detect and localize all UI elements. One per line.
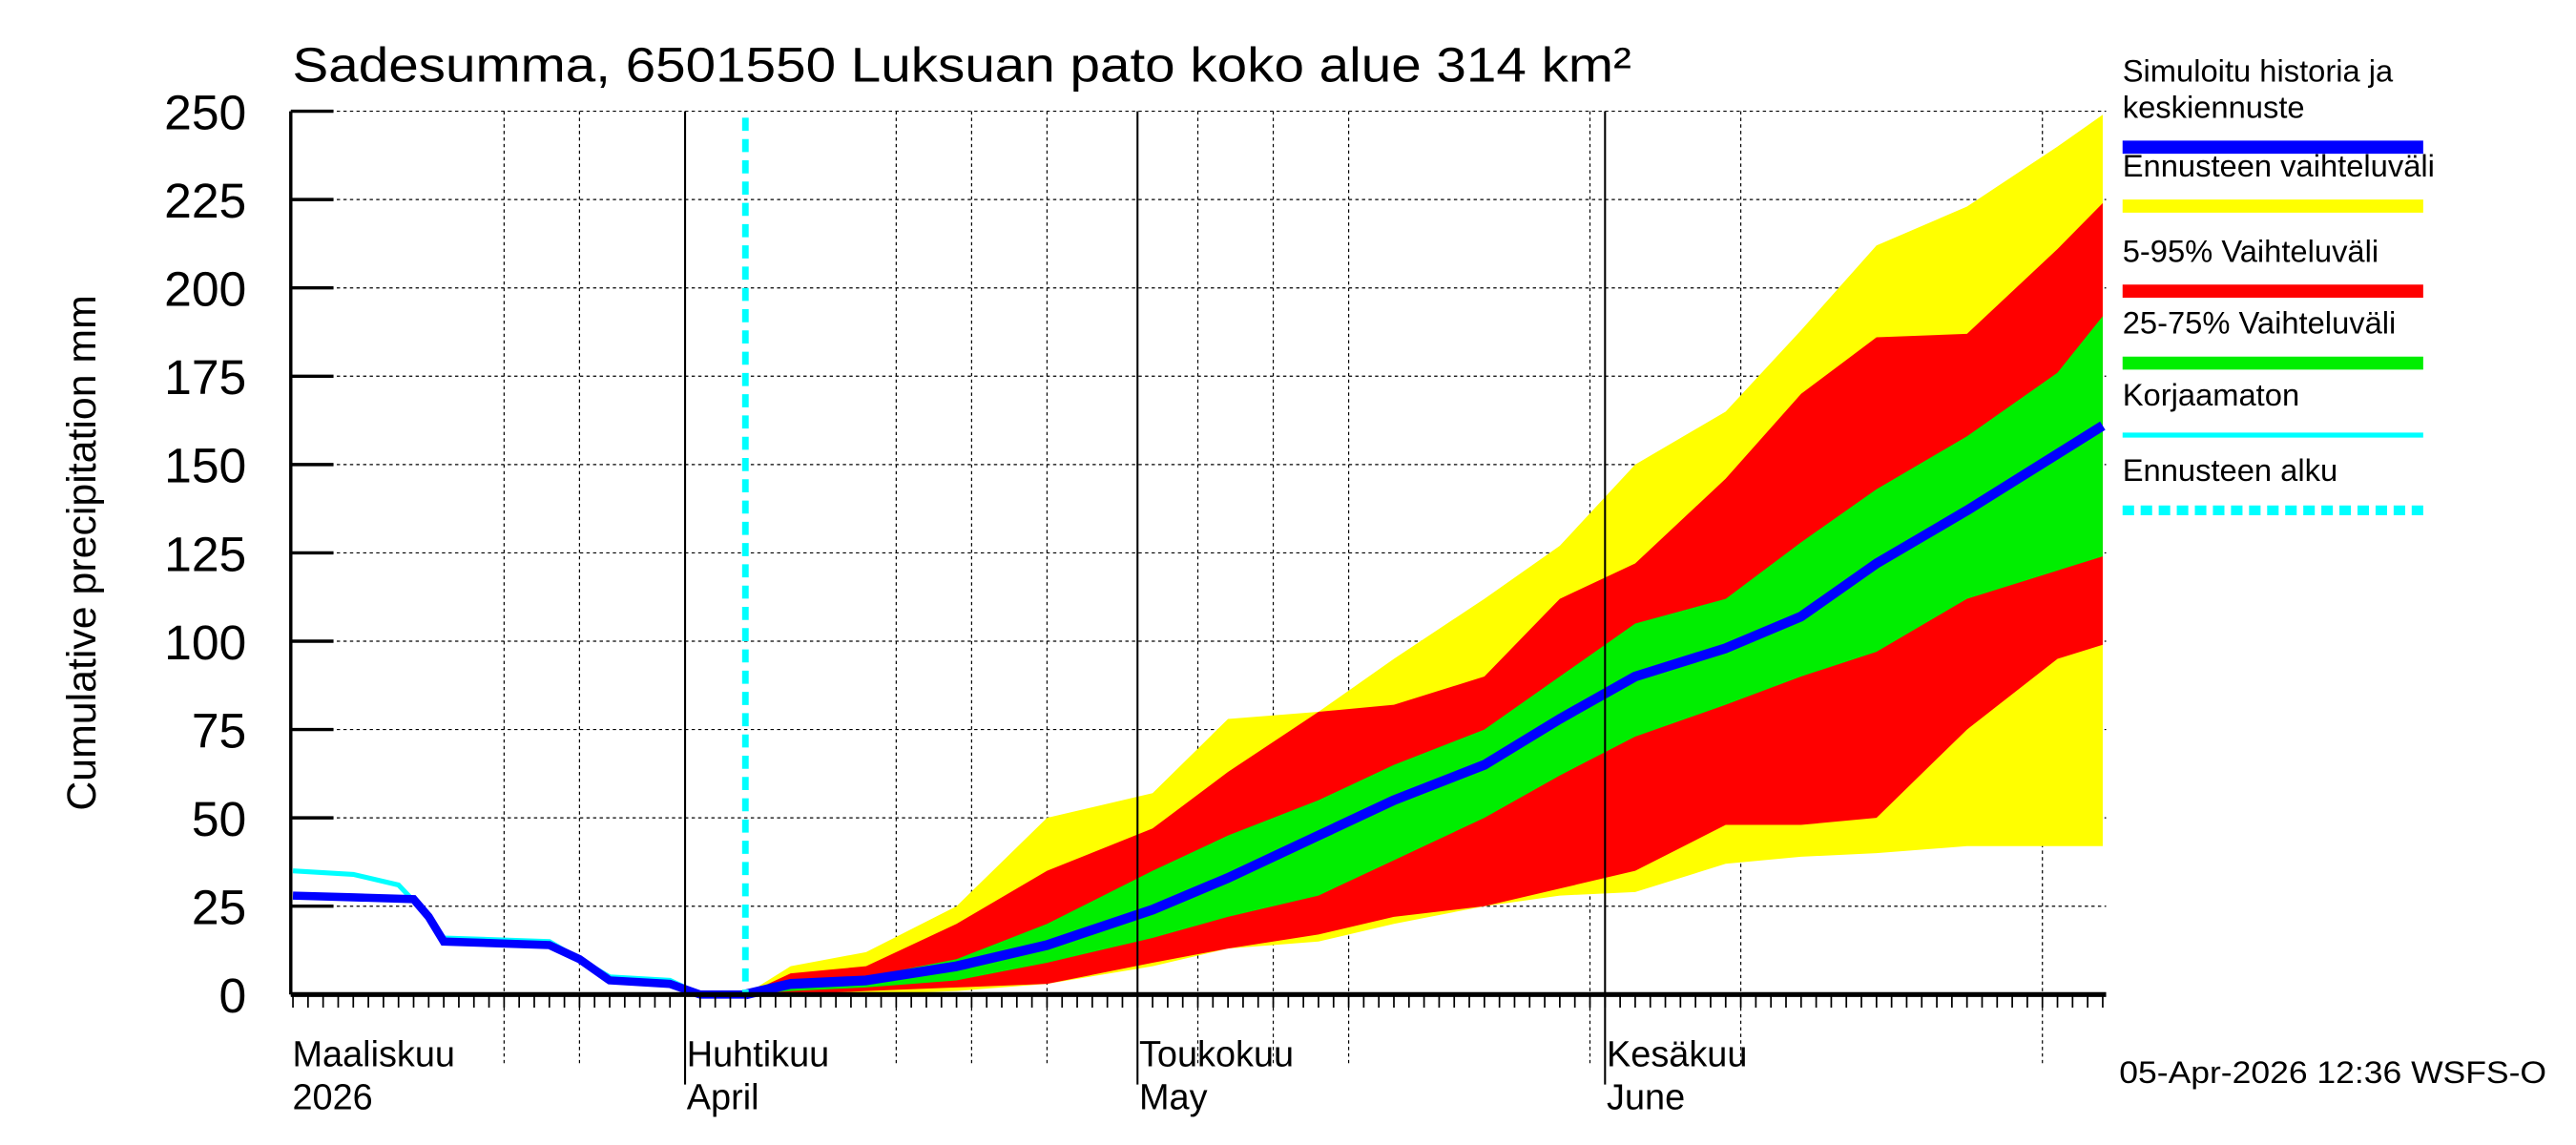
month-label: Maaliskuu bbox=[293, 1035, 455, 1075]
month-label-en: 2026 bbox=[293, 1077, 373, 1117]
uncorrected-line bbox=[292, 868, 746, 997]
legend-label-2: keskiennuste bbox=[2123, 89, 2305, 124]
month-label: Toukokuu bbox=[1139, 1035, 1294, 1075]
month-label-en: April bbox=[687, 1077, 759, 1117]
month-label-en: June bbox=[1607, 1077, 1685, 1117]
legend-label: 5-95% Vaihteluväli bbox=[2123, 233, 2379, 268]
month-label: Huhtikuu bbox=[687, 1035, 829, 1075]
y-tick-label: 175 bbox=[164, 349, 246, 405]
legend-label: Ennusteen alku bbox=[2123, 452, 2337, 488]
band-5-95-vaihteluv-li bbox=[745, 202, 2103, 995]
legend-label: Simuloitu historia ja bbox=[2123, 53, 2394, 89]
series-lines bbox=[292, 117, 2106, 1000]
y-tick-label: 150 bbox=[164, 438, 246, 493]
median-forecast-line bbox=[744, 421, 2106, 1000]
y-tick-label: 50 bbox=[192, 791, 246, 846]
legend-label: Ennusteen vaihteluväli bbox=[2123, 148, 2435, 183]
forecast-bands bbox=[745, 114, 2103, 995]
band-25-75-vaihteluv-li bbox=[745, 316, 2103, 995]
y-tick-label: 0 bbox=[219, 968, 247, 1023]
y-tick-label: 25 bbox=[192, 880, 246, 935]
legend-label: 25-75% Vaihteluväli bbox=[2123, 305, 2397, 341]
y-tick-label: 200 bbox=[164, 261, 246, 317]
y-tick-label: 125 bbox=[164, 526, 246, 581]
y-axis-label: Cumulative precipitation mm bbox=[59, 295, 105, 810]
month-label-en: May bbox=[1139, 1077, 1208, 1117]
month-label: Kesäkuu bbox=[1607, 1035, 1747, 1075]
chart-title: Sadesumma, 6501550 Luksuan pato koko alu… bbox=[293, 37, 1631, 93]
y-tick-label: 225 bbox=[164, 173, 246, 228]
simulated-history-line bbox=[292, 891, 746, 999]
legend-label: Korjaamaton bbox=[2123, 377, 2299, 412]
y-tick-label: 250 bbox=[164, 85, 246, 140]
y-tick-label: 75 bbox=[192, 703, 246, 759]
footer-timestamp: 05-Apr-2026 12:36 WSFS-O bbox=[2119, 1054, 2546, 1090]
y-tick-label: 100 bbox=[164, 614, 246, 670]
axes: 0 25 50 75 100 125 150 175 200 225 250 Maaliskuu202… bbox=[164, 85, 2107, 1117]
